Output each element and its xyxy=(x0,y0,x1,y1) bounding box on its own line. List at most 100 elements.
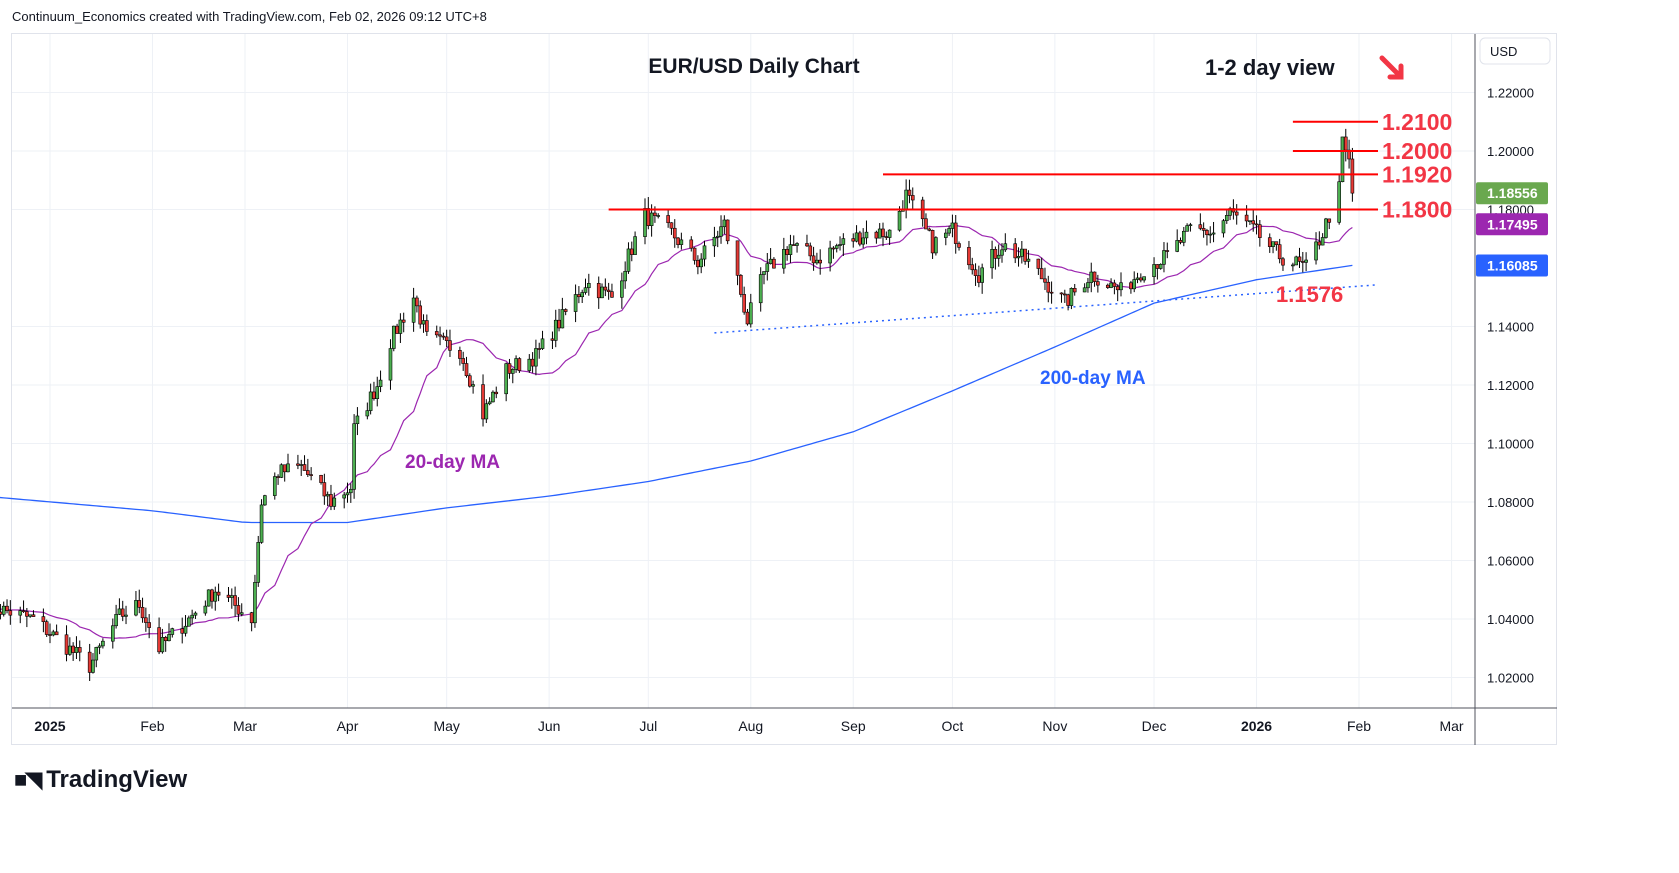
candle-down xyxy=(537,348,542,350)
candle-down xyxy=(1105,284,1110,288)
candle-down xyxy=(689,239,694,249)
candle-up xyxy=(623,271,627,282)
candle-up xyxy=(765,263,770,272)
candle-down xyxy=(930,230,935,254)
candle-up xyxy=(239,612,244,615)
candle-down xyxy=(970,264,975,271)
candle-up xyxy=(583,287,588,293)
currency-button[interactable] xyxy=(1479,37,1551,65)
candle-down xyxy=(725,219,730,242)
candle-down xyxy=(805,243,809,247)
candle-down xyxy=(993,249,998,259)
candle-up xyxy=(626,248,631,272)
candle-up xyxy=(758,274,763,304)
candle-up xyxy=(230,595,234,598)
time-tick-label: Apr xyxy=(337,718,359,734)
candle-down xyxy=(1343,136,1348,151)
candle-down xyxy=(742,294,746,313)
candle-up xyxy=(167,634,171,642)
candle-down xyxy=(1251,220,1256,225)
candle-down xyxy=(448,340,452,351)
candle-up xyxy=(679,239,684,245)
time-tick-label: 2026 xyxy=(1241,718,1272,734)
candle-up xyxy=(183,625,188,634)
candle-down xyxy=(692,247,697,261)
candle-up xyxy=(633,236,637,255)
time-tick-label: Jun xyxy=(538,718,561,734)
candle-up xyxy=(111,625,115,642)
candle-up xyxy=(514,358,518,370)
candle-down xyxy=(236,605,241,615)
candle-down xyxy=(669,222,674,229)
time-tick-label: Sep xyxy=(841,718,866,734)
candle-down xyxy=(646,208,651,226)
candle-up xyxy=(368,391,373,411)
candle-up xyxy=(193,612,198,616)
candle-up xyxy=(68,645,72,655)
candle-down xyxy=(210,589,214,602)
candle-down xyxy=(577,294,581,298)
candle-down xyxy=(550,338,555,341)
candle-down xyxy=(464,363,469,377)
tradingview-logo[interactable]: ■◥ TradingView xyxy=(14,766,187,794)
candle-up xyxy=(1086,282,1090,289)
candle-down xyxy=(77,647,82,653)
candle-down xyxy=(48,634,52,636)
resistance-level-label: 1.1920 xyxy=(1382,161,1452,187)
candle-up xyxy=(719,226,723,237)
candle-up xyxy=(1185,225,1189,232)
candle-up xyxy=(788,244,793,255)
candle-up xyxy=(484,403,489,420)
time-tick-label: 2025 xyxy=(34,718,65,734)
candle-down xyxy=(1092,271,1097,282)
chart-title: EUR/USD Daily Chart xyxy=(648,55,859,78)
ma200-annotation: 200-day MA xyxy=(1040,368,1146,389)
candle-down xyxy=(1023,248,1027,262)
candle-up xyxy=(114,614,118,627)
candle-down xyxy=(884,236,889,238)
candle-down xyxy=(434,331,439,336)
time-tick-label: Oct xyxy=(942,718,964,734)
candle-up xyxy=(1188,224,1193,226)
candle-up xyxy=(253,582,257,624)
time-tick-label: Aug xyxy=(738,718,763,734)
candle-down xyxy=(1350,158,1355,194)
price-tick-label: 1.04000 xyxy=(1487,612,1534,627)
candle-up xyxy=(18,610,23,616)
candle-down xyxy=(322,482,327,497)
candle-up xyxy=(861,237,865,245)
candle-down xyxy=(1267,237,1272,247)
price-tick-label: 1.10000 xyxy=(1487,437,1534,452)
candle-up xyxy=(527,358,532,371)
support-trendline xyxy=(714,284,1376,334)
candle-down xyxy=(180,628,185,634)
candle-down xyxy=(309,474,313,476)
candle-down xyxy=(120,608,125,617)
candle-up xyxy=(259,504,264,543)
candle-up xyxy=(815,259,819,264)
candle-up xyxy=(1304,259,1308,263)
candle-down xyxy=(401,319,406,323)
candle-down xyxy=(1046,281,1051,293)
candle-up xyxy=(365,410,370,417)
price-tick-label: 1.14000 xyxy=(1487,320,1534,335)
candle-down xyxy=(739,275,743,295)
candle-up xyxy=(838,244,842,246)
candle-down xyxy=(907,189,912,196)
candle-up xyxy=(947,228,951,234)
candle-up xyxy=(504,363,508,395)
candle-down xyxy=(1281,258,1285,266)
candle-down xyxy=(1043,278,1047,283)
candle-up xyxy=(1020,248,1024,257)
time-tick-label: Mar xyxy=(1439,718,1463,734)
candle-down xyxy=(957,243,961,248)
candle-up xyxy=(1337,181,1341,223)
candle-down xyxy=(226,594,231,598)
candle-up xyxy=(1152,264,1156,277)
candle-down xyxy=(395,325,399,334)
candle-down xyxy=(41,616,46,622)
time-tick-label: Nov xyxy=(1042,718,1067,734)
chart-caption: Continuum_Economics created with Trading… xyxy=(12,9,487,24)
candle-down xyxy=(1254,223,1259,226)
